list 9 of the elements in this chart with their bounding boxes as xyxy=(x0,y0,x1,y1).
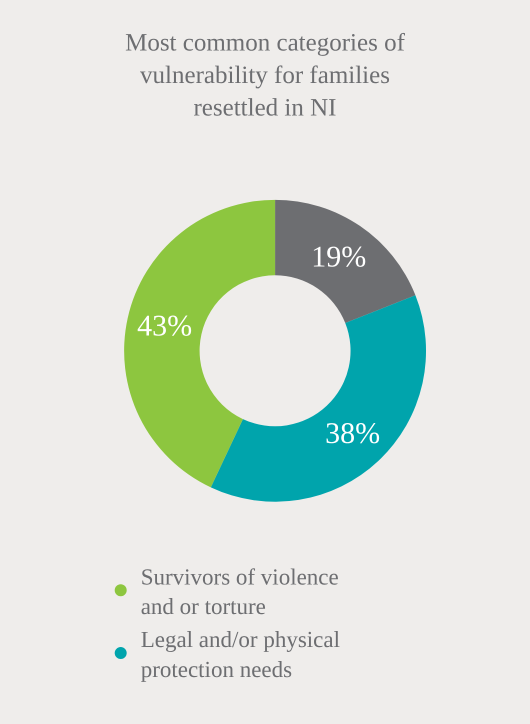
donut-slice xyxy=(124,200,276,488)
data-label: 43% xyxy=(137,310,192,343)
donut-slice xyxy=(275,200,416,323)
data-label: 38% xyxy=(325,416,380,450)
donut-slice xyxy=(210,295,426,502)
legend-label: Survivors of violence and or torture xyxy=(140,564,339,620)
data-label: 19% xyxy=(311,240,366,274)
chart-title: Most common categories of vulnerability for families resettled in NI xyxy=(125,30,406,122)
legend-label: Legal and/or physical protection needs xyxy=(140,627,340,682)
